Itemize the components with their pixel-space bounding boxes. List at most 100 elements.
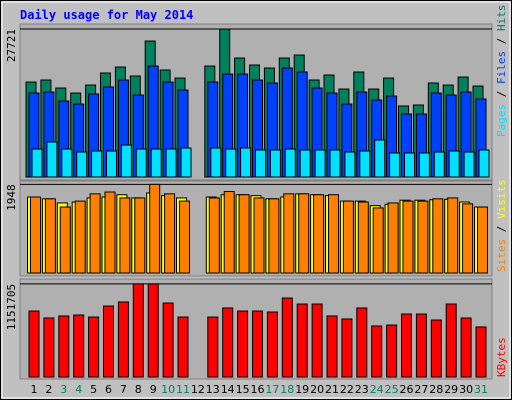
bar xyxy=(475,326,487,378)
bar xyxy=(417,200,429,274)
bar xyxy=(223,191,235,274)
bar xyxy=(328,194,339,274)
x-tick-label: 11 xyxy=(176,383,190,396)
bar xyxy=(147,283,159,378)
legend-entry: Visits xyxy=(495,179,508,219)
bar xyxy=(165,148,177,178)
bar xyxy=(268,198,280,274)
bar xyxy=(269,149,281,178)
bar xyxy=(404,152,415,178)
bar xyxy=(31,148,43,178)
bar xyxy=(164,193,176,274)
x-tick-label: 17 xyxy=(265,383,279,396)
x-tick-label: 22 xyxy=(340,383,354,396)
x-tick-label: 24 xyxy=(370,383,384,396)
bar xyxy=(389,152,401,178)
bar xyxy=(283,193,295,274)
bar xyxy=(356,307,368,378)
bar xyxy=(296,303,308,378)
bar xyxy=(313,194,325,274)
x-tick-label: 4 xyxy=(75,383,82,396)
x-tick-label: 3 xyxy=(60,383,67,396)
bar xyxy=(386,324,398,378)
x-tick-label: 21 xyxy=(325,383,339,396)
bar xyxy=(180,147,192,178)
x-tick-label: 15 xyxy=(236,383,250,396)
x-tick-label: 8 xyxy=(135,383,142,396)
x-tick-label: 25 xyxy=(385,383,399,396)
bar xyxy=(387,202,399,274)
bar xyxy=(106,150,117,178)
bar xyxy=(418,152,430,178)
bar xyxy=(134,197,146,274)
x-tick-label: 10 xyxy=(161,383,175,396)
bar xyxy=(149,183,161,274)
legend: Sites / Visits xyxy=(495,179,508,272)
bar xyxy=(58,315,70,378)
bar xyxy=(120,144,132,178)
bar xyxy=(478,149,490,178)
x-tick-label: 6 xyxy=(105,383,112,396)
bar xyxy=(76,151,88,178)
bar xyxy=(73,314,85,378)
bar xyxy=(463,151,475,178)
y-tick-label: 27721 xyxy=(5,29,18,62)
legend-entry: Sites xyxy=(495,239,508,272)
bar xyxy=(432,198,444,274)
legend-entry: Files xyxy=(495,51,508,84)
bar xyxy=(43,317,55,378)
bar xyxy=(281,297,293,378)
bar xyxy=(119,197,131,274)
bar xyxy=(61,148,73,178)
bar xyxy=(433,151,445,178)
bar xyxy=(344,151,356,178)
x-tick-label: 13 xyxy=(206,383,220,396)
x-tick-label: 14 xyxy=(221,383,235,396)
chart-title: Daily usage for May 2014 xyxy=(20,8,193,22)
bar xyxy=(329,149,341,178)
bar xyxy=(430,319,442,378)
bar xyxy=(462,203,474,274)
bar xyxy=(150,148,162,178)
bar xyxy=(402,200,414,274)
x-tick-label: 5 xyxy=(90,383,97,396)
bar xyxy=(372,207,384,274)
x-tick-label: 28 xyxy=(429,383,443,396)
bar xyxy=(179,200,190,274)
bar xyxy=(342,200,354,274)
bar xyxy=(374,139,386,178)
bar xyxy=(357,201,369,274)
bar xyxy=(207,316,219,378)
bar xyxy=(240,147,252,178)
bar xyxy=(359,150,371,178)
bar xyxy=(89,193,101,274)
bar xyxy=(266,311,278,378)
bar xyxy=(255,149,266,178)
x-tick-label: 23 xyxy=(355,383,369,396)
x-tick-label: 12 xyxy=(191,383,205,396)
bar xyxy=(162,302,174,378)
x-tick-label: 26 xyxy=(400,383,414,396)
x-tick-label: 7 xyxy=(120,383,127,396)
bar xyxy=(238,194,250,274)
x-tick-label: 18 xyxy=(280,383,294,396)
x-tick-label: 16 xyxy=(251,383,265,396)
bar xyxy=(74,200,86,274)
bar xyxy=(222,307,234,378)
bar xyxy=(284,148,296,178)
bar xyxy=(91,150,103,178)
y-tick-label: 1151705 xyxy=(5,284,18,330)
bar xyxy=(314,149,326,178)
bar xyxy=(59,206,71,274)
bar xyxy=(46,141,58,178)
bar xyxy=(210,147,222,178)
legend: KBytes xyxy=(495,337,508,377)
x-tick-label: 2 xyxy=(45,383,52,396)
bar xyxy=(132,283,144,378)
x-tick-label: 1 xyxy=(31,383,38,396)
x-tick-label: 27 xyxy=(414,383,428,396)
x-tick-label: 31 xyxy=(474,383,488,396)
